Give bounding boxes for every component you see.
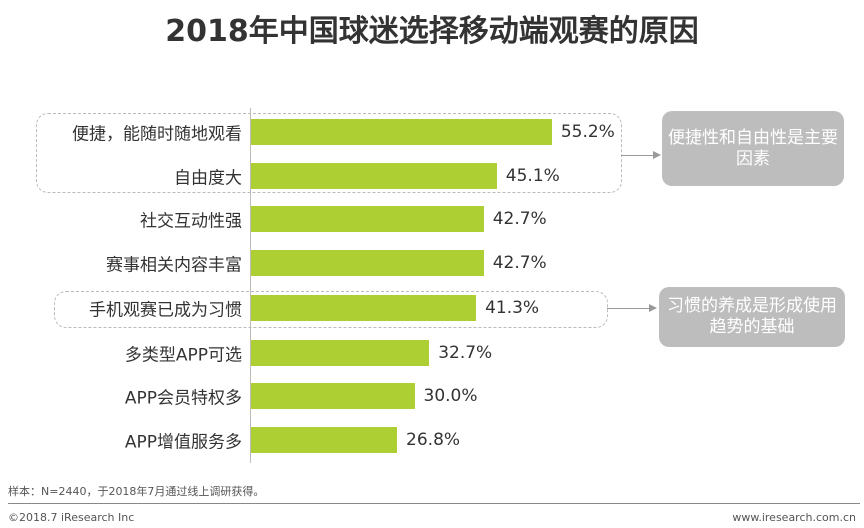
category-label: 手机观赛已成为习惯 [89, 300, 242, 321]
annotation-group-box-1 [36, 113, 622, 193]
annotation-note-2: 习惯的养成是形成使用趋势的基础 [659, 287, 845, 347]
category-label: 赛事相关内容丰富 [106, 255, 242, 276]
category-label: 社交互动性强 [140, 211, 242, 232]
category-axis-line [250, 108, 251, 463]
annotation-note-1: 便捷性和自由性是主要因素 [662, 111, 844, 186]
bar [251, 206, 484, 232]
category-label: 便捷，能随时随地观看 [72, 124, 242, 145]
data-label: 55.2% [560, 122, 615, 142]
annotation-group-box-2 [54, 291, 608, 328]
annotation-arrow-1 [621, 151, 661, 159]
bar [251, 383, 415, 409]
bar [251, 427, 398, 453]
category-label: APP增值服务多 [124, 432, 242, 453]
data-label: 41.3% [485, 298, 540, 318]
bar [251, 163, 497, 189]
copyright: ©2018.7 iResearch Inc [8, 511, 135, 524]
data-label: 32.7% [438, 343, 493, 363]
category-label: 自由度大 [174, 168, 242, 189]
data-label: 42.7% [492, 209, 547, 229]
category-label: 多类型APP可选 [124, 345, 242, 366]
bar [251, 250, 484, 276]
sample-note: 样本：N=2440，于2018年7月通过线上调研获得。 [8, 485, 265, 498]
chart-title: 2018年中国球迷选择移动端观赛的原因 [165, 14, 699, 49]
category-label: APP会员特权多 [124, 388, 242, 409]
footer-divider [8, 503, 860, 504]
bar [251, 119, 552, 145]
bar [251, 295, 477, 321]
data-label: 26.8% [406, 430, 461, 450]
website: www.iresearch.com.cn [732, 511, 856, 524]
data-label: 45.1% [505, 166, 560, 186]
data-label: 42.7% [492, 253, 547, 273]
annotation-arrow-2 [607, 304, 657, 312]
bar [251, 340, 430, 366]
data-label: 30.0% [423, 386, 478, 406]
